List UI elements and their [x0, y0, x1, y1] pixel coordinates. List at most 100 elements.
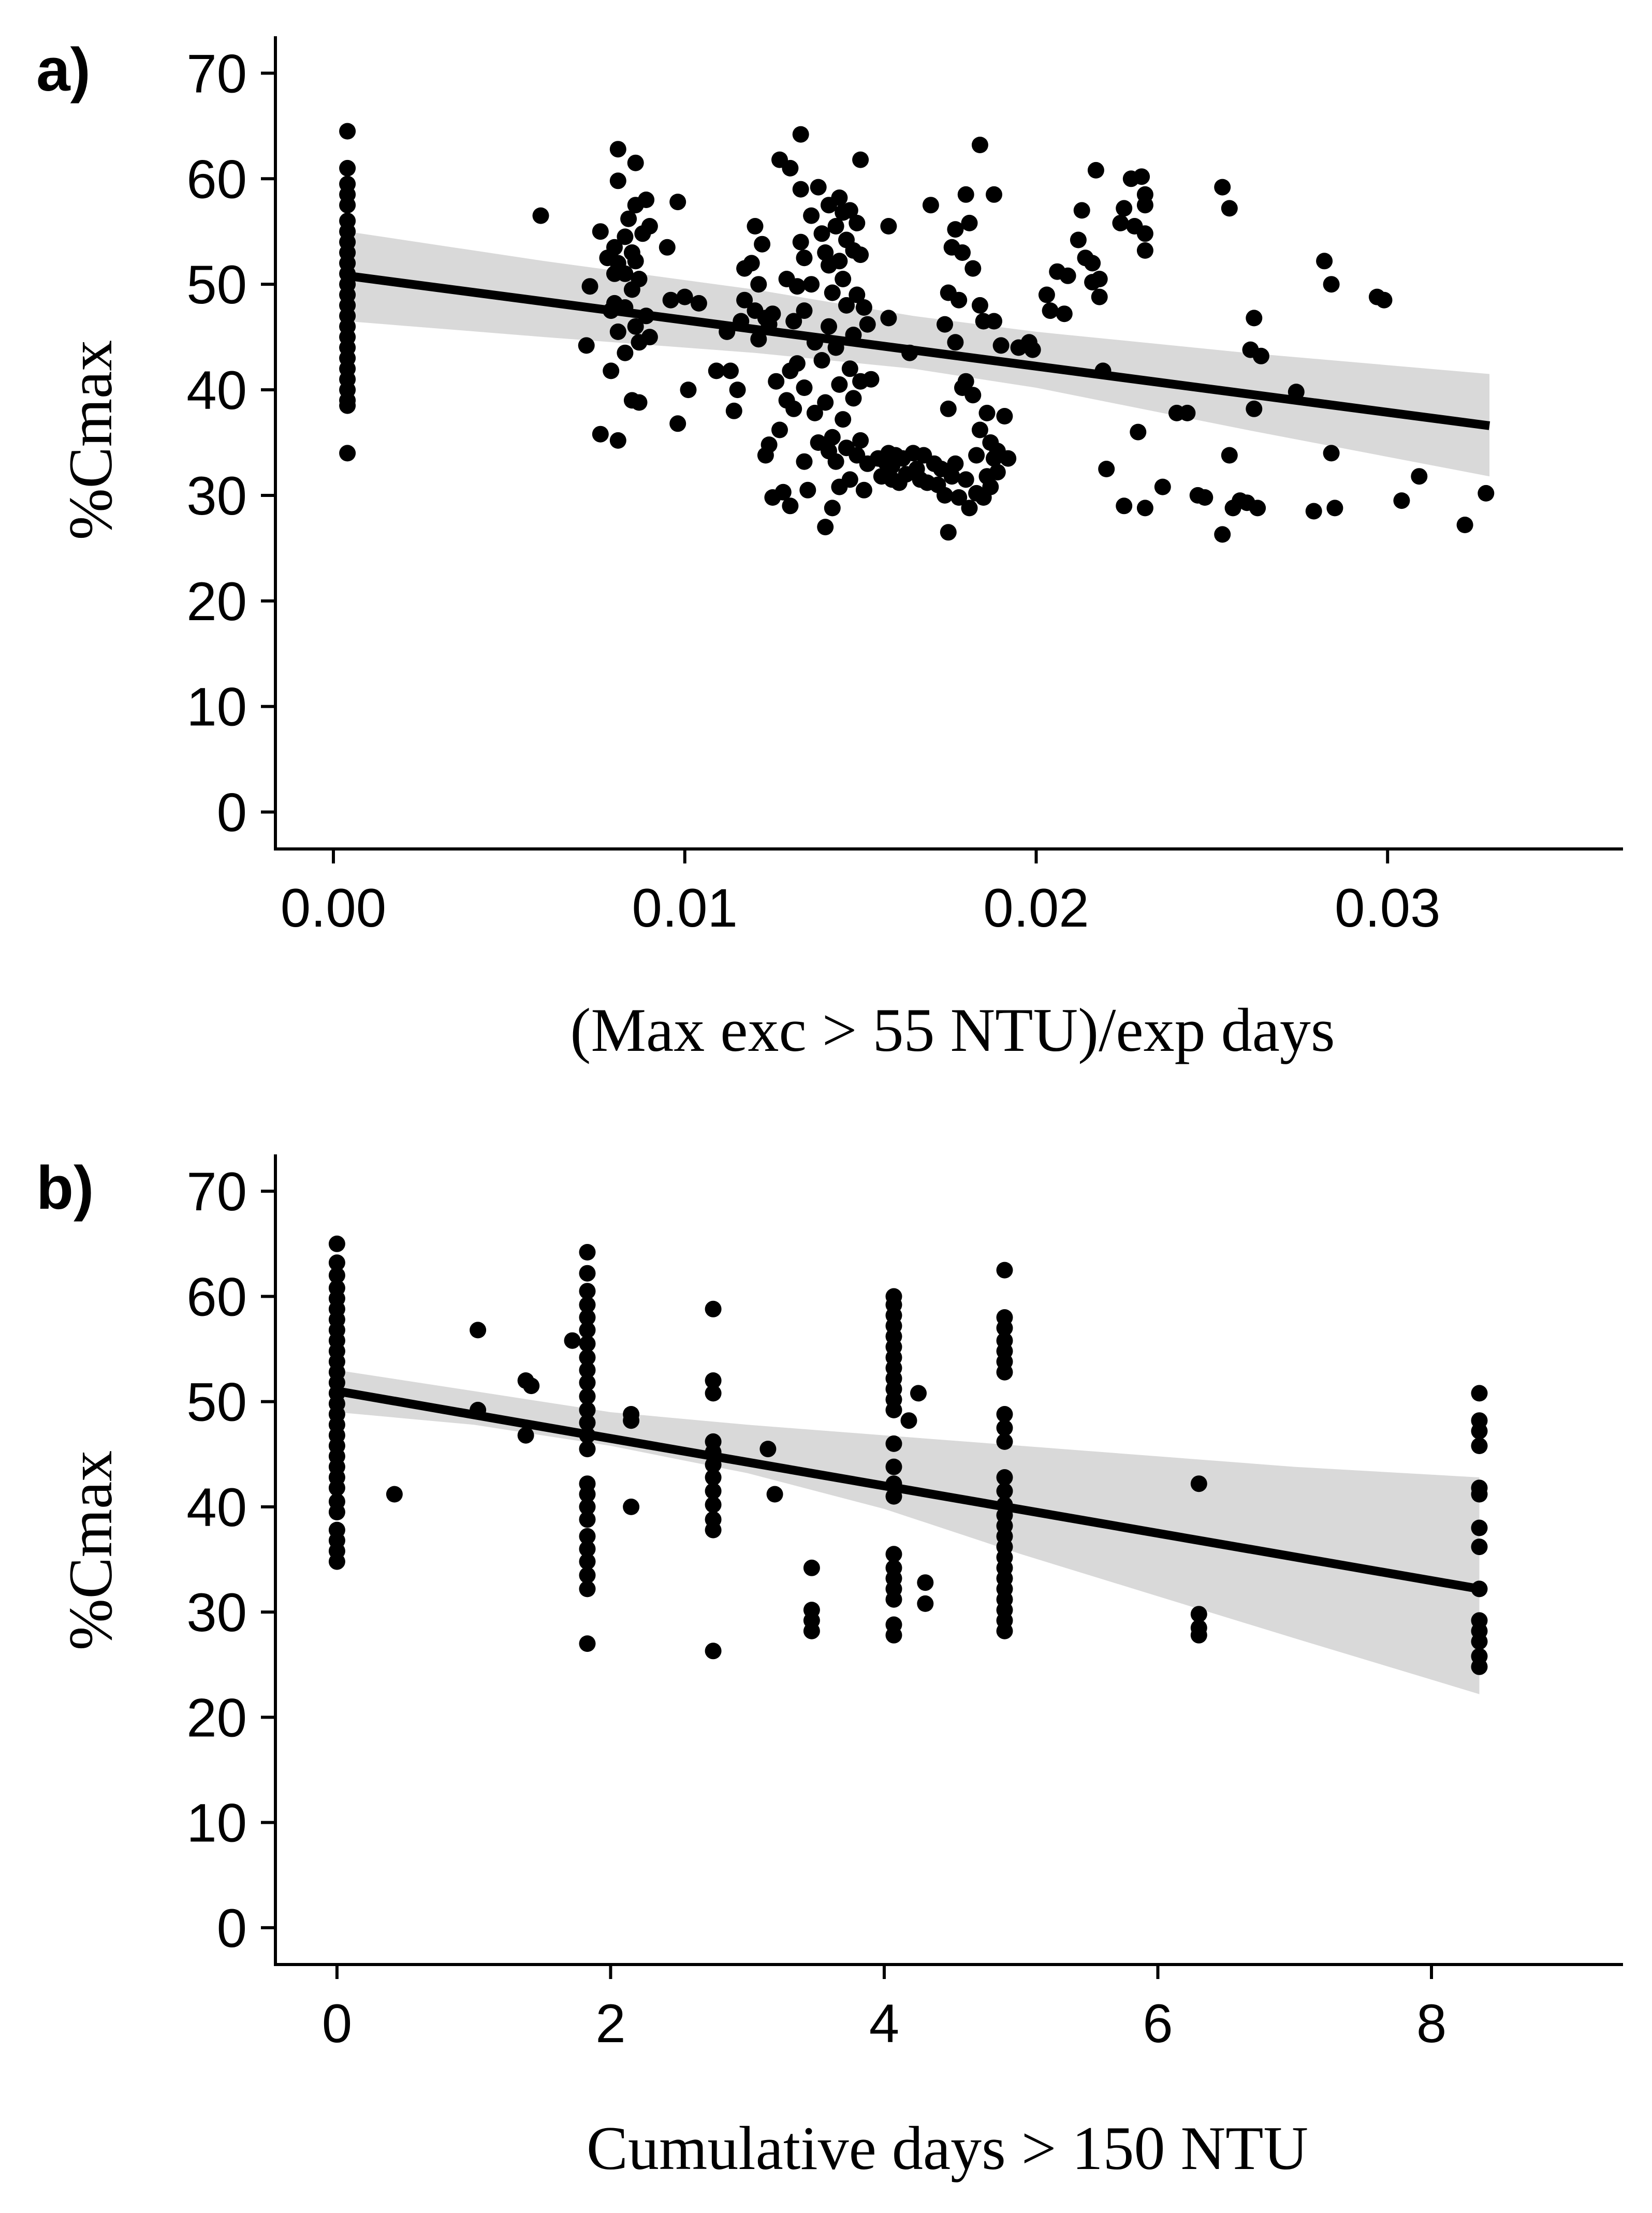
x-tick-label: 0 — [322, 1994, 352, 2054]
data-point — [996, 1622, 1013, 1639]
data-point — [827, 218, 844, 235]
data-point — [968, 447, 985, 464]
data-point — [1221, 447, 1238, 464]
data-point — [1098, 461, 1115, 477]
data-point — [961, 500, 978, 517]
data-point — [821, 318, 837, 335]
data-point — [579, 1414, 596, 1431]
data-point — [885, 1435, 902, 1452]
data-point — [824, 500, 841, 517]
x-tick-label: 0.02 — [983, 878, 1089, 939]
data-point — [964, 260, 982, 277]
data-point — [747, 218, 764, 235]
data-point — [1059, 267, 1076, 284]
data-point — [579, 1635, 596, 1652]
data-point — [1411, 468, 1428, 485]
y-tick-label: 50 — [186, 1372, 247, 1433]
panel-b-x-ticks: 0 2 4 6 8 — [322, 1965, 1446, 2054]
data-point — [1376, 291, 1393, 309]
data-point — [579, 1388, 596, 1405]
data-point — [996, 1262, 1013, 1279]
data-point — [328, 1504, 345, 1520]
data-point — [792, 126, 809, 143]
data-point — [831, 376, 848, 393]
data-point — [824, 284, 841, 301]
data-point — [339, 445, 356, 462]
panel-b: b) 0 10 20 30 40 50 60 70 0 2 4 6 8 Cumulative days… — [36, 1154, 1623, 2182]
data-point — [782, 497, 799, 515]
y-tick-label: 10 — [186, 1793, 247, 1854]
data-point — [996, 1419, 1013, 1437]
x-tick-label: 4 — [869, 1994, 899, 2054]
data-point — [817, 394, 834, 411]
data-point — [705, 1300, 722, 1317]
data-point — [1393, 492, 1410, 509]
data-point — [705, 1483, 722, 1500]
data-point — [943, 468, 960, 485]
data-point — [835, 411, 852, 428]
data-point — [1471, 1538, 1488, 1556]
data-point — [986, 186, 1002, 203]
y-tick-label: 10 — [186, 677, 247, 738]
data-point — [940, 524, 957, 541]
panel-b-y-axis-title: %Cmax — [56, 1450, 125, 1651]
y-tick-label: 50 — [186, 255, 247, 315]
data-point — [947, 334, 964, 351]
data-point — [578, 337, 595, 354]
data-point — [579, 1244, 596, 1261]
data-point — [803, 1559, 820, 1576]
data-point — [609, 172, 626, 189]
data-point — [835, 271, 852, 287]
y-tick-label: 60 — [186, 1267, 247, 1327]
panel-a-y-axis-title: %Cmax — [56, 340, 125, 540]
data-point — [579, 1283, 596, 1300]
panel-b-x-axis-title: Cumulative days > 150 NTU — [587, 2114, 1308, 2182]
data-point — [1070, 231, 1087, 248]
data-point — [470, 1322, 487, 1339]
data-point — [817, 519, 834, 536]
data-point — [862, 371, 880, 388]
data-point — [996, 1320, 1013, 1337]
data-point — [845, 390, 862, 407]
data-point — [937, 316, 953, 333]
data-point — [750, 276, 767, 293]
data-point — [810, 179, 827, 196]
data-point — [951, 291, 968, 309]
data-point — [1073, 202, 1090, 219]
panel-b-axes — [274, 1154, 1623, 1966]
data-point — [592, 426, 609, 443]
panel-a-fit-line-group — [347, 271, 1490, 430]
data-point — [579, 1361, 596, 1379]
data-point — [1112, 214, 1129, 231]
data-point — [676, 288, 693, 305]
panel-a-axes — [274, 36, 1623, 851]
data-point — [339, 197, 356, 214]
data-point — [609, 323, 626, 340]
data-point — [788, 278, 806, 295]
data-point — [917, 1595, 934, 1612]
data-point — [841, 471, 858, 488]
data-point — [971, 297, 988, 314]
panel-a-label: a) — [36, 36, 91, 104]
panel-b-points-group — [328, 1235, 1488, 1675]
data-point — [705, 1643, 722, 1660]
y-tick-label: 0 — [217, 783, 247, 843]
data-point — [964, 387, 982, 404]
data-point — [1316, 253, 1333, 270]
panel-a-regression-line — [347, 271, 1490, 430]
data-point — [957, 471, 974, 488]
data-point — [982, 478, 999, 495]
data-point — [754, 236, 771, 253]
y-tick-label: 20 — [186, 1688, 247, 1748]
data-point — [885, 1546, 902, 1563]
data-point — [579, 1296, 596, 1313]
data-point — [1214, 179, 1231, 196]
data-point — [1116, 200, 1133, 217]
y-tick-label: 30 — [186, 466, 247, 526]
data-point — [736, 291, 753, 309]
data-point — [796, 250, 813, 267]
data-point — [796, 379, 813, 396]
data-point — [579, 1322, 596, 1339]
data-point — [1196, 489, 1214, 506]
data-point — [603, 362, 620, 379]
